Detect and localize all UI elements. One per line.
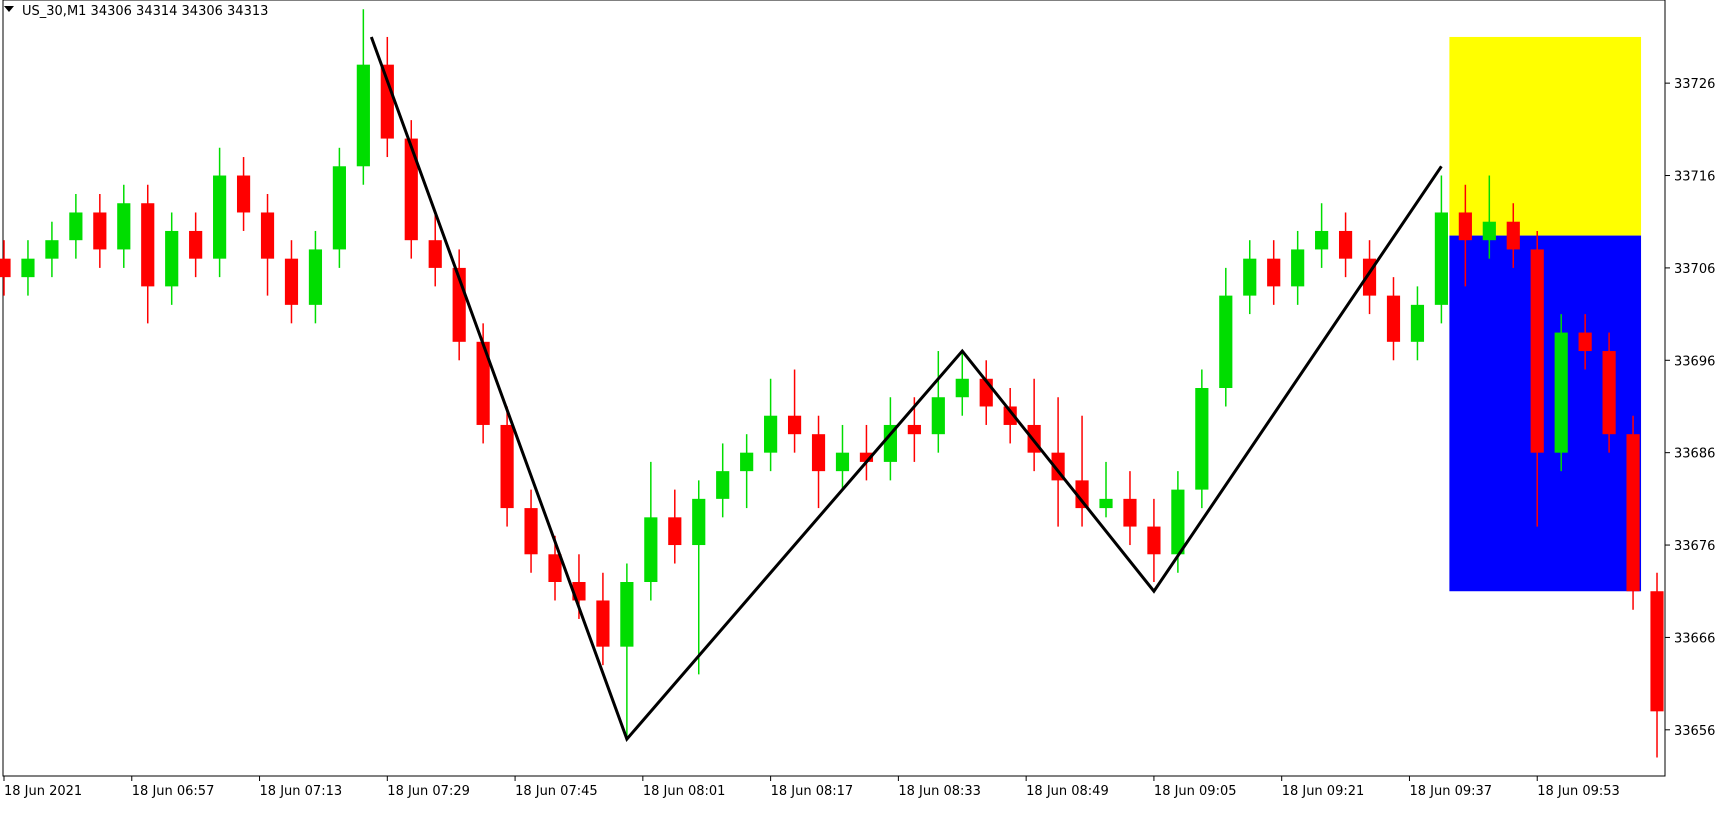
candle-body <box>644 517 658 582</box>
candle-body <box>69 212 83 241</box>
candle-body <box>404 138 418 241</box>
y-tick-label: 33696 <box>1674 354 1715 369</box>
candle-body <box>332 166 346 250</box>
candle-body <box>1147 526 1161 555</box>
candle-body <box>1315 230 1329 250</box>
candle-body <box>1626 434 1640 592</box>
candle-body <box>1267 258 1281 287</box>
candle-body <box>380 64 394 139</box>
candle-body <box>1410 304 1425 342</box>
candle-body <box>692 498 706 546</box>
candle-body <box>1099 498 1113 509</box>
x-tick-label: 18 Jun 09:21 <box>1282 784 1365 799</box>
candle-body <box>1123 498 1137 527</box>
candle-body <box>21 258 35 278</box>
candle-body <box>1003 406 1017 425</box>
x-tick-label: 18 Jun 08:17 <box>771 784 854 799</box>
candle-body <box>1554 332 1568 453</box>
candle-body <box>213 175 227 259</box>
candle-body <box>1338 230 1353 259</box>
x-tick-label: 18 Jun 09:05 <box>1154 784 1237 799</box>
candle-body <box>835 452 850 472</box>
candle-body <box>668 517 682 546</box>
x-tick-label: 18 Jun 07:45 <box>515 784 598 799</box>
candle-body <box>1650 591 1664 712</box>
candle-body <box>141 203 155 287</box>
candle-body <box>1291 249 1305 287</box>
candle-body <box>0 258 11 278</box>
candle-body <box>859 452 874 462</box>
chart-title: US_30,M1 34306 34314 34306 34313 <box>22 4 268 19</box>
candle-body <box>740 452 754 472</box>
candle-body <box>883 424 897 462</box>
price-zone <box>1449 36 1642 236</box>
candle-body <box>716 471 730 499</box>
candle-body <box>45 240 59 259</box>
x-tick-label: 18 Jun 09:37 <box>1409 784 1492 799</box>
candle-body <box>548 554 562 582</box>
candle-body <box>93 212 107 250</box>
candle-body <box>1482 221 1496 241</box>
candle-body <box>1386 295 1401 342</box>
candle-body <box>1195 388 1209 490</box>
x-tick-label: 18 Jun 08:33 <box>898 784 981 799</box>
candle-body <box>1506 221 1520 250</box>
candle-body <box>356 64 370 167</box>
candle-body <box>931 397 945 435</box>
x-tick-label: 18 Jun 08:49 <box>1026 784 1109 799</box>
candle-body <box>1075 480 1089 509</box>
candle-body <box>189 230 203 259</box>
x-tick-label: 18 Jun 09:53 <box>1537 784 1620 799</box>
candle-body <box>1243 258 1257 296</box>
candle-body <box>284 258 299 305</box>
candle-body <box>428 240 442 268</box>
y-tick-label: 33716 <box>1674 170 1715 185</box>
candle-body <box>524 508 538 555</box>
candle-body <box>1458 212 1472 241</box>
x-tick-label: 18 Jun 08:01 <box>643 784 726 799</box>
candle-body <box>500 424 514 509</box>
x-tick-label: 18 Jun 2021 <box>4 784 82 799</box>
candle-body <box>308 249 323 305</box>
x-tick-label: 18 Jun 07:13 <box>260 784 343 799</box>
candle-body <box>236 175 251 213</box>
candle-body <box>165 230 179 287</box>
y-tick-label: 33656 <box>1674 724 1715 739</box>
candle-body <box>811 434 826 472</box>
plot-frame <box>2 0 1666 777</box>
zigzag-line <box>369 36 1443 742</box>
candle-body <box>117 203 131 250</box>
y-tick-label: 33676 <box>1674 539 1715 554</box>
candle-body <box>1434 212 1448 305</box>
y-tick-label: 33686 <box>1674 447 1715 462</box>
y-tick-label: 33706 <box>1674 262 1715 277</box>
x-tick-label: 18 Jun 07:29 <box>387 784 470 799</box>
candle-body <box>1602 351 1616 435</box>
candle-body <box>476 341 490 425</box>
candle-body <box>260 212 275 259</box>
candle-body <box>764 415 778 453</box>
candle-body <box>787 415 802 435</box>
candle-body <box>955 378 969 398</box>
menu-arrow <box>4 6 14 12</box>
candle-body <box>907 424 921 435</box>
candle-body <box>1219 295 1233 388</box>
x-tick-label: 18 Jun 06:57 <box>132 784 215 799</box>
candle-body <box>1171 489 1185 555</box>
y-tick-label: 33726 <box>1674 77 1715 92</box>
candle-body <box>620 582 634 647</box>
candle-body <box>1530 249 1544 453</box>
candle-body <box>596 600 610 647</box>
y-tick-label: 33666 <box>1674 631 1715 646</box>
candle-body <box>1578 332 1592 352</box>
